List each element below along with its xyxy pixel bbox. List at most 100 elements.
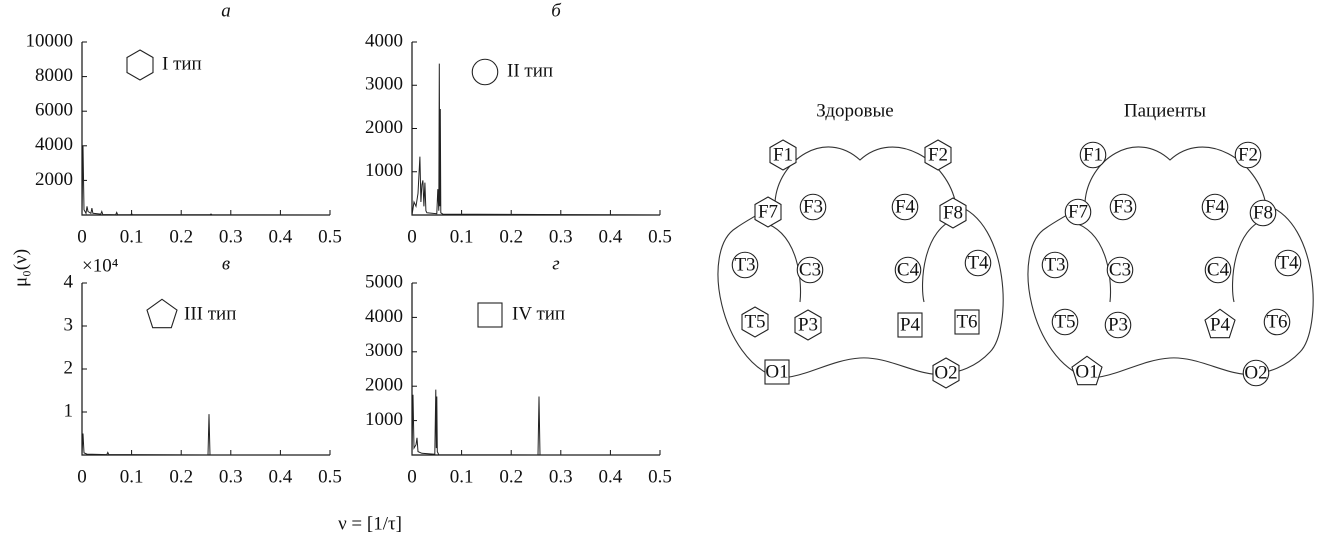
- electrode-label: T3: [734, 254, 755, 275]
- y-tick-label: 4000: [365, 306, 403, 327]
- x-tick-label: 0.5: [648, 226, 672, 247]
- electrode-label: F8: [1253, 202, 1273, 223]
- y-tick-label: 3000: [365, 340, 403, 361]
- legend-marker: [147, 299, 177, 327]
- y-tick-label: 2000: [365, 375, 403, 396]
- y-tick-label: 3000: [365, 74, 403, 95]
- ear-curve: [1072, 222, 1111, 302]
- x-tick-label: 0.1: [120, 226, 144, 247]
- x-tick-label: 0.5: [318, 226, 342, 247]
- electrode-label: F3: [803, 196, 823, 217]
- x-tick-label: 0.1: [450, 466, 474, 487]
- electrode-label: T3: [1044, 254, 1065, 275]
- figure: μ₀(ν) ν = [1/τ] а20004000600080001000000…: [0, 0, 1325, 540]
- legend-marker: [472, 59, 498, 85]
- electrode-label: P3: [1108, 314, 1128, 335]
- x-tick-label: 0.3: [549, 466, 573, 487]
- y-tick-label: 1000: [365, 160, 403, 181]
- y-tick-label: 10000: [26, 30, 74, 51]
- y-tick-label: 1: [64, 400, 74, 421]
- electrode-label: O2: [1244, 362, 1267, 383]
- ear-curve: [1233, 218, 1268, 302]
- electrode-label: T6: [956, 311, 977, 332]
- x-tick-label: 0.3: [549, 226, 573, 247]
- y-tick-label: 8000: [35, 65, 73, 86]
- spectrum-line: [82, 414, 330, 455]
- x-tick-label: 0.3: [219, 466, 243, 487]
- diagram-title: Пациенты: [1124, 100, 1206, 121]
- head-outline: [718, 147, 1003, 378]
- legend-marker: [127, 50, 153, 80]
- electrode-label: P4: [900, 314, 921, 335]
- electrode-label: F1: [1083, 144, 1103, 165]
- x-tick-label: 0.2: [499, 466, 523, 487]
- x-tick-label: 0.1: [120, 466, 144, 487]
- electrode-label: F2: [1238, 144, 1258, 165]
- legend-label: II тип: [507, 60, 553, 81]
- electrode-label: C3: [1109, 259, 1131, 280]
- legend-marker: [478, 303, 502, 327]
- ear-curve: [762, 222, 801, 302]
- electrode-label: T6: [1266, 311, 1287, 332]
- x-tick-label: 0.4: [269, 226, 293, 247]
- y-scale-label: ×10⁴: [82, 255, 119, 276]
- x-tick-label: 0: [77, 466, 87, 487]
- y-axis-label: μ₀(ν): [10, 249, 31, 287]
- electrode-label: P4: [1210, 314, 1231, 335]
- y-tick-label: 2000: [35, 169, 73, 190]
- x-tick-label: 0: [407, 466, 417, 487]
- electrode-label: F4: [895, 196, 916, 217]
- x-tick-label: 0.4: [599, 466, 623, 487]
- x-tick-label: 0: [407, 226, 417, 247]
- x-tick-label: 0.4: [269, 466, 293, 487]
- axis-line: [82, 42, 330, 215]
- x-tick-label: 0.5: [318, 466, 342, 487]
- y-tick-label: 4000: [365, 30, 403, 51]
- electrode-label: T5: [744, 311, 765, 332]
- legend-label: I тип: [162, 53, 202, 74]
- electrode-label: F8: [943, 202, 963, 223]
- x-tick-label: 0.5: [648, 466, 672, 487]
- y-tick-label: 2000: [365, 117, 403, 138]
- panel-label: г: [552, 253, 559, 274]
- electrode-label: C4: [1207, 259, 1230, 280]
- x-tick-label: 0.2: [499, 226, 523, 247]
- electrode-label: T4: [1277, 252, 1299, 273]
- y-tick-label: 3: [64, 314, 74, 335]
- electrode-label: P3: [798, 314, 818, 335]
- head-outline: [1028, 147, 1313, 378]
- y-tick-label: 5000: [365, 271, 403, 292]
- panel-label: а: [221, 0, 231, 21]
- y-tick-label: 1000: [365, 409, 403, 430]
- electrode-label: T5: [1054, 311, 1075, 332]
- electrode-label: F4: [1205, 196, 1226, 217]
- diagram-title: Здоровые: [816, 100, 893, 121]
- y-tick-label: 6000: [35, 100, 73, 121]
- spectrum-line: [412, 64, 660, 215]
- electrode-label: C3: [799, 259, 821, 280]
- x-tick-label: 0.4: [599, 226, 623, 247]
- electrode-label: O1: [1075, 361, 1098, 382]
- electrode-label: T4: [967, 252, 989, 273]
- electrode-label: O1: [765, 361, 788, 382]
- electrode-label: F3: [1113, 196, 1133, 217]
- panel-label: б: [551, 0, 562, 21]
- x-axis-label: ν = [1/τ]: [338, 513, 402, 534]
- legend-label: IV тип: [512, 303, 565, 324]
- legend-label: III тип: [184, 303, 236, 324]
- electrode-label: F2: [928, 144, 948, 165]
- spectrum-line: [82, 146, 330, 215]
- panel-label: в: [222, 253, 230, 274]
- y-tick-label: 4: [64, 271, 74, 292]
- electrode-label: F7: [758, 201, 778, 222]
- x-tick-label: 0.2: [169, 466, 193, 487]
- y-tick-label: 4000: [35, 134, 73, 155]
- ear-curve: [923, 218, 958, 302]
- x-tick-label: 0: [77, 226, 87, 247]
- y-tick-label: 2: [64, 357, 74, 378]
- x-tick-label: 0.1: [450, 226, 474, 247]
- electrode-label: F1: [773, 144, 793, 165]
- x-tick-label: 0.3: [219, 226, 243, 247]
- spectrum-line: [412, 390, 660, 455]
- electrode-label: F7: [1068, 201, 1088, 222]
